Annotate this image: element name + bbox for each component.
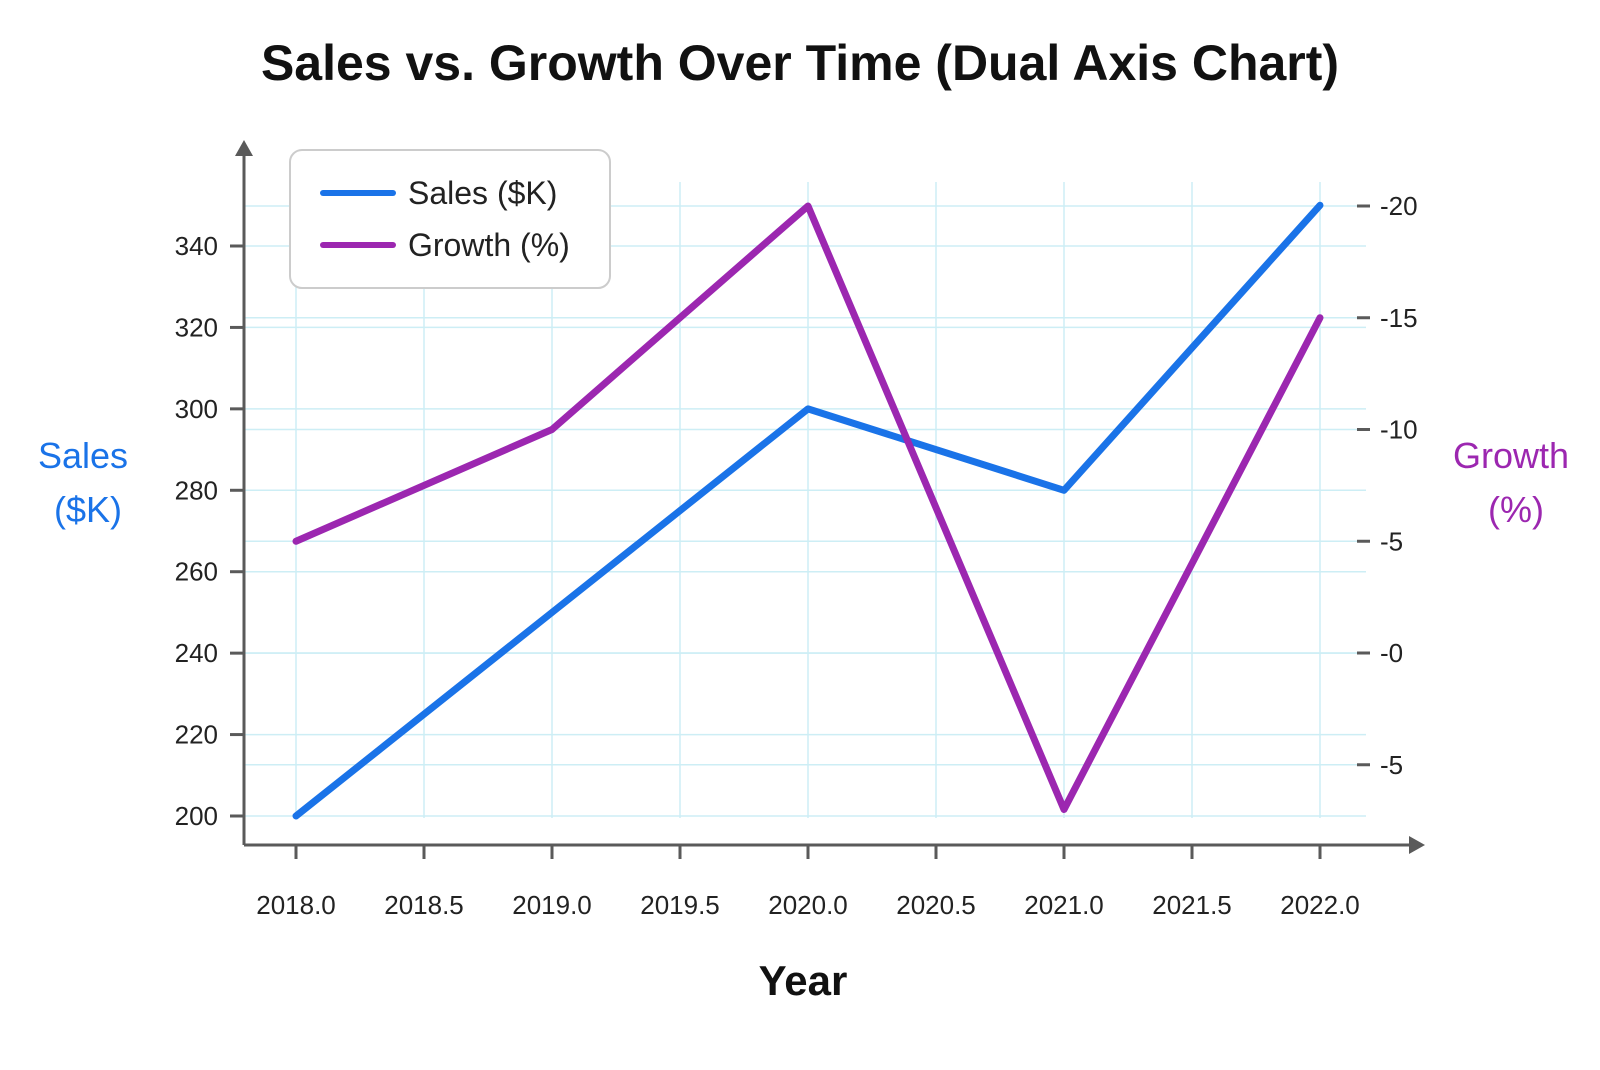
right-y-axis-label-line-1: Growth	[1453, 435, 1569, 476]
left-y-axis-label: Sales ($K)	[38, 435, 138, 530]
left-y-tick-label: 300	[175, 394, 218, 424]
right-y-tick-label: -20	[1380, 191, 1418, 221]
x-tick-label: 2022.0	[1280, 890, 1360, 920]
left-y-tick-label: 240	[175, 638, 218, 668]
left-y-tick-label: 260	[175, 557, 218, 587]
left-y-tick-label: 280	[175, 475, 218, 505]
right-y-tick-label: -15	[1380, 303, 1418, 333]
x-tick-label: 2018.5	[384, 890, 464, 920]
y-axis-arrow-icon	[235, 140, 253, 156]
right-y-tick-label: -5	[1380, 526, 1403, 556]
left-y-tick-label: 340	[175, 231, 218, 261]
x-axis-arrow-icon	[1409, 836, 1425, 854]
x-tick-label: 2019.0	[512, 890, 592, 920]
series-layer	[292, 201, 1324, 820]
left-y-axis-label-line-1: Sales	[38, 435, 128, 476]
left-y-axis-label-line-2: ($K)	[54, 489, 122, 530]
sales-series-line	[292, 201, 1324, 820]
right-y-tick-label: -10	[1380, 415, 1418, 445]
right-y-tick-label: -0	[1380, 638, 1403, 668]
legend: Sales ($K) Growth (%)	[289, 149, 611, 289]
left-y-tick-label: 320	[175, 312, 218, 342]
right-y-axis-label-line-2: (%)	[1488, 489, 1544, 530]
x-tick-label: 2018.0	[256, 890, 336, 920]
axis-layer: 2018.0 2018.5 2019.0 2019.5 2020.0 2020.5 2021…	[175, 140, 1425, 920]
x-tick-label: 2021.5	[1152, 890, 1232, 920]
x-axis-label: Year	[759, 957, 848, 1004]
growth-series-line	[292, 202, 1324, 813]
left-y-tick-label: 220	[175, 720, 218, 750]
x-tick-label: 2020.0	[768, 890, 848, 920]
right-y-axis-label: Growth (%)	[1453, 435, 1579, 530]
x-tick-label: 2020.5	[896, 890, 976, 920]
legend-label: Sales ($K)	[408, 175, 557, 211]
left-y-tick-label: 200	[175, 801, 218, 831]
legend-label: Growth (%)	[408, 227, 570, 263]
right-y-tick-label: -5	[1380, 750, 1403, 780]
x-tick-label: 2021.0	[1024, 890, 1104, 920]
legend-box	[289, 149, 611, 289]
x-tick-label: 2019.5	[640, 890, 720, 920]
chart-title: Sales vs. Growth Over Time (Dual Axis Ch…	[261, 35, 1339, 91]
